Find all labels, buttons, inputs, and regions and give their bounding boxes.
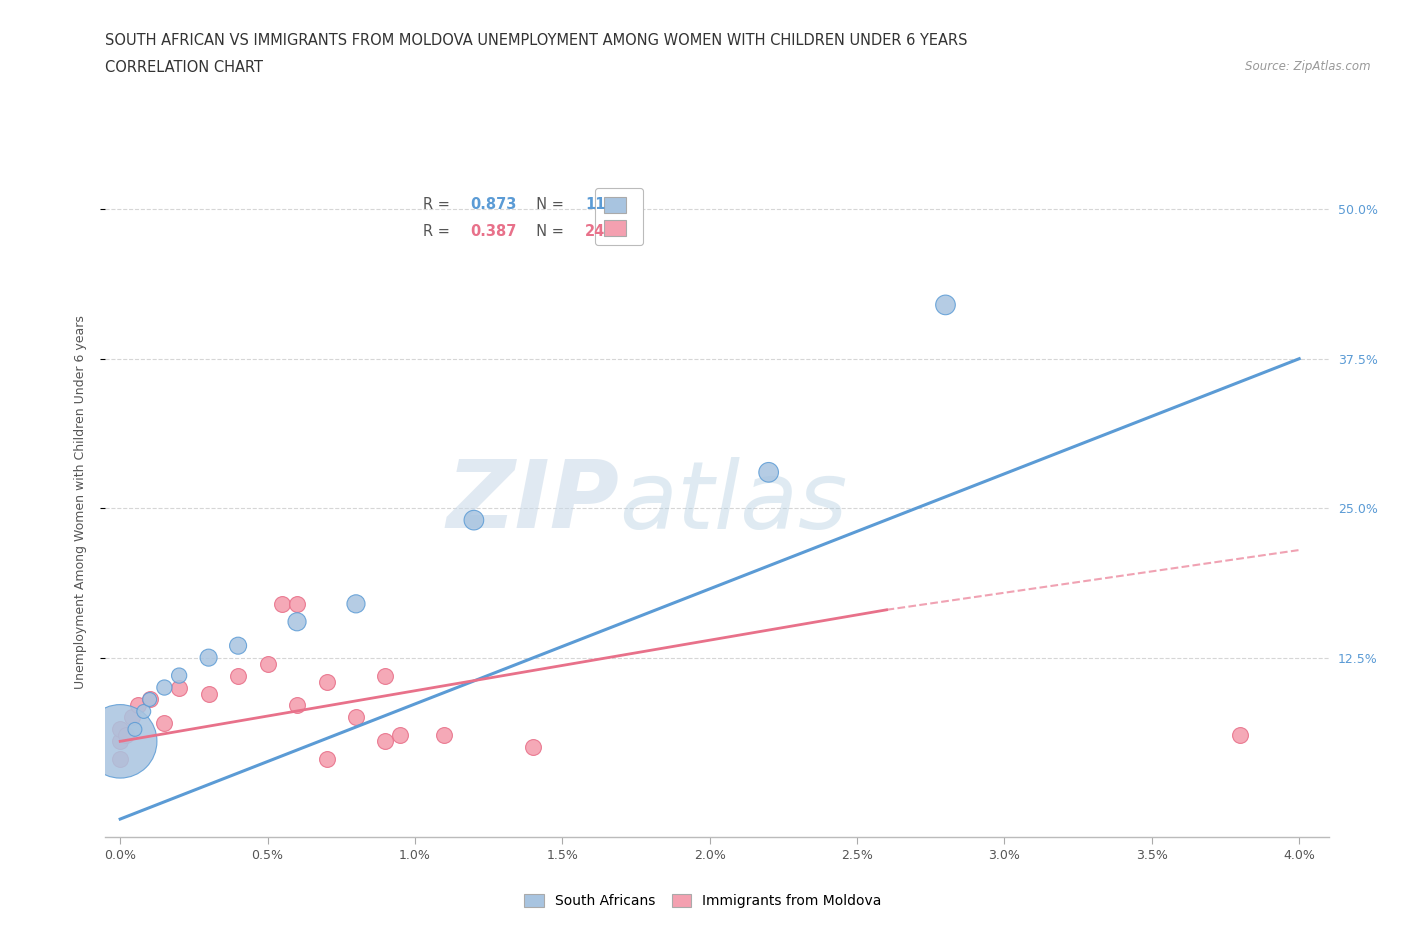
Text: Source: ZipAtlas.com: Source: ZipAtlas.com [1246, 60, 1371, 73]
Point [315, 674, 337, 689]
Point [285, 615, 308, 630]
Point [167, 680, 190, 695]
Point [108, 734, 131, 749]
Point [285, 596, 308, 611]
Point [389, 728, 412, 743]
Point [463, 512, 485, 527]
Point [197, 650, 219, 665]
Point [132, 704, 155, 719]
Point [108, 734, 131, 749]
Point [167, 668, 190, 683]
Text: ZIP: ZIP [446, 457, 619, 548]
Point [108, 722, 131, 737]
Point [256, 657, 278, 671]
Legend: South Africans, Immigrants from Moldova: South Africans, Immigrants from Moldova [519, 888, 887, 914]
Text: atlas: atlas [619, 457, 848, 548]
Point [124, 722, 146, 737]
Point [226, 638, 249, 653]
Point [344, 710, 367, 724]
Point [934, 298, 956, 312]
Point [433, 728, 456, 743]
Point [374, 734, 396, 749]
Point [1229, 728, 1251, 743]
Point [108, 751, 131, 766]
Point [121, 710, 143, 724]
Point [153, 716, 176, 731]
Point [344, 596, 367, 611]
Text: R =: R = [423, 197, 456, 212]
Point [285, 698, 308, 713]
Text: 11: 11 [585, 197, 606, 212]
Point [271, 596, 294, 611]
Text: N =: N = [527, 197, 569, 212]
Text: 24: 24 [585, 223, 605, 238]
Point [522, 740, 544, 755]
Point [115, 728, 138, 743]
Point [138, 692, 160, 707]
Text: CORRELATION CHART: CORRELATION CHART [105, 60, 263, 75]
Point [374, 668, 396, 683]
Legend: , : , [595, 188, 644, 245]
Text: R =: R = [423, 223, 456, 238]
Y-axis label: Unemployment Among Women with Children Under 6 years: Unemployment Among Women with Children U… [75, 315, 87, 689]
Point [138, 692, 160, 707]
Point [226, 668, 249, 683]
Point [153, 680, 176, 695]
Point [127, 698, 149, 713]
Text: N =: N = [527, 223, 569, 238]
Text: SOUTH AFRICAN VS IMMIGRANTS FROM MOLDOVA UNEMPLOYMENT AMONG WOMEN WITH CHILDREN : SOUTH AFRICAN VS IMMIGRANTS FROM MOLDOVA… [105, 33, 967, 47]
Text: 0.387: 0.387 [470, 223, 516, 238]
Point [315, 751, 337, 766]
Point [758, 465, 780, 480]
Point [197, 686, 219, 701]
Text: 0.873: 0.873 [470, 197, 516, 212]
